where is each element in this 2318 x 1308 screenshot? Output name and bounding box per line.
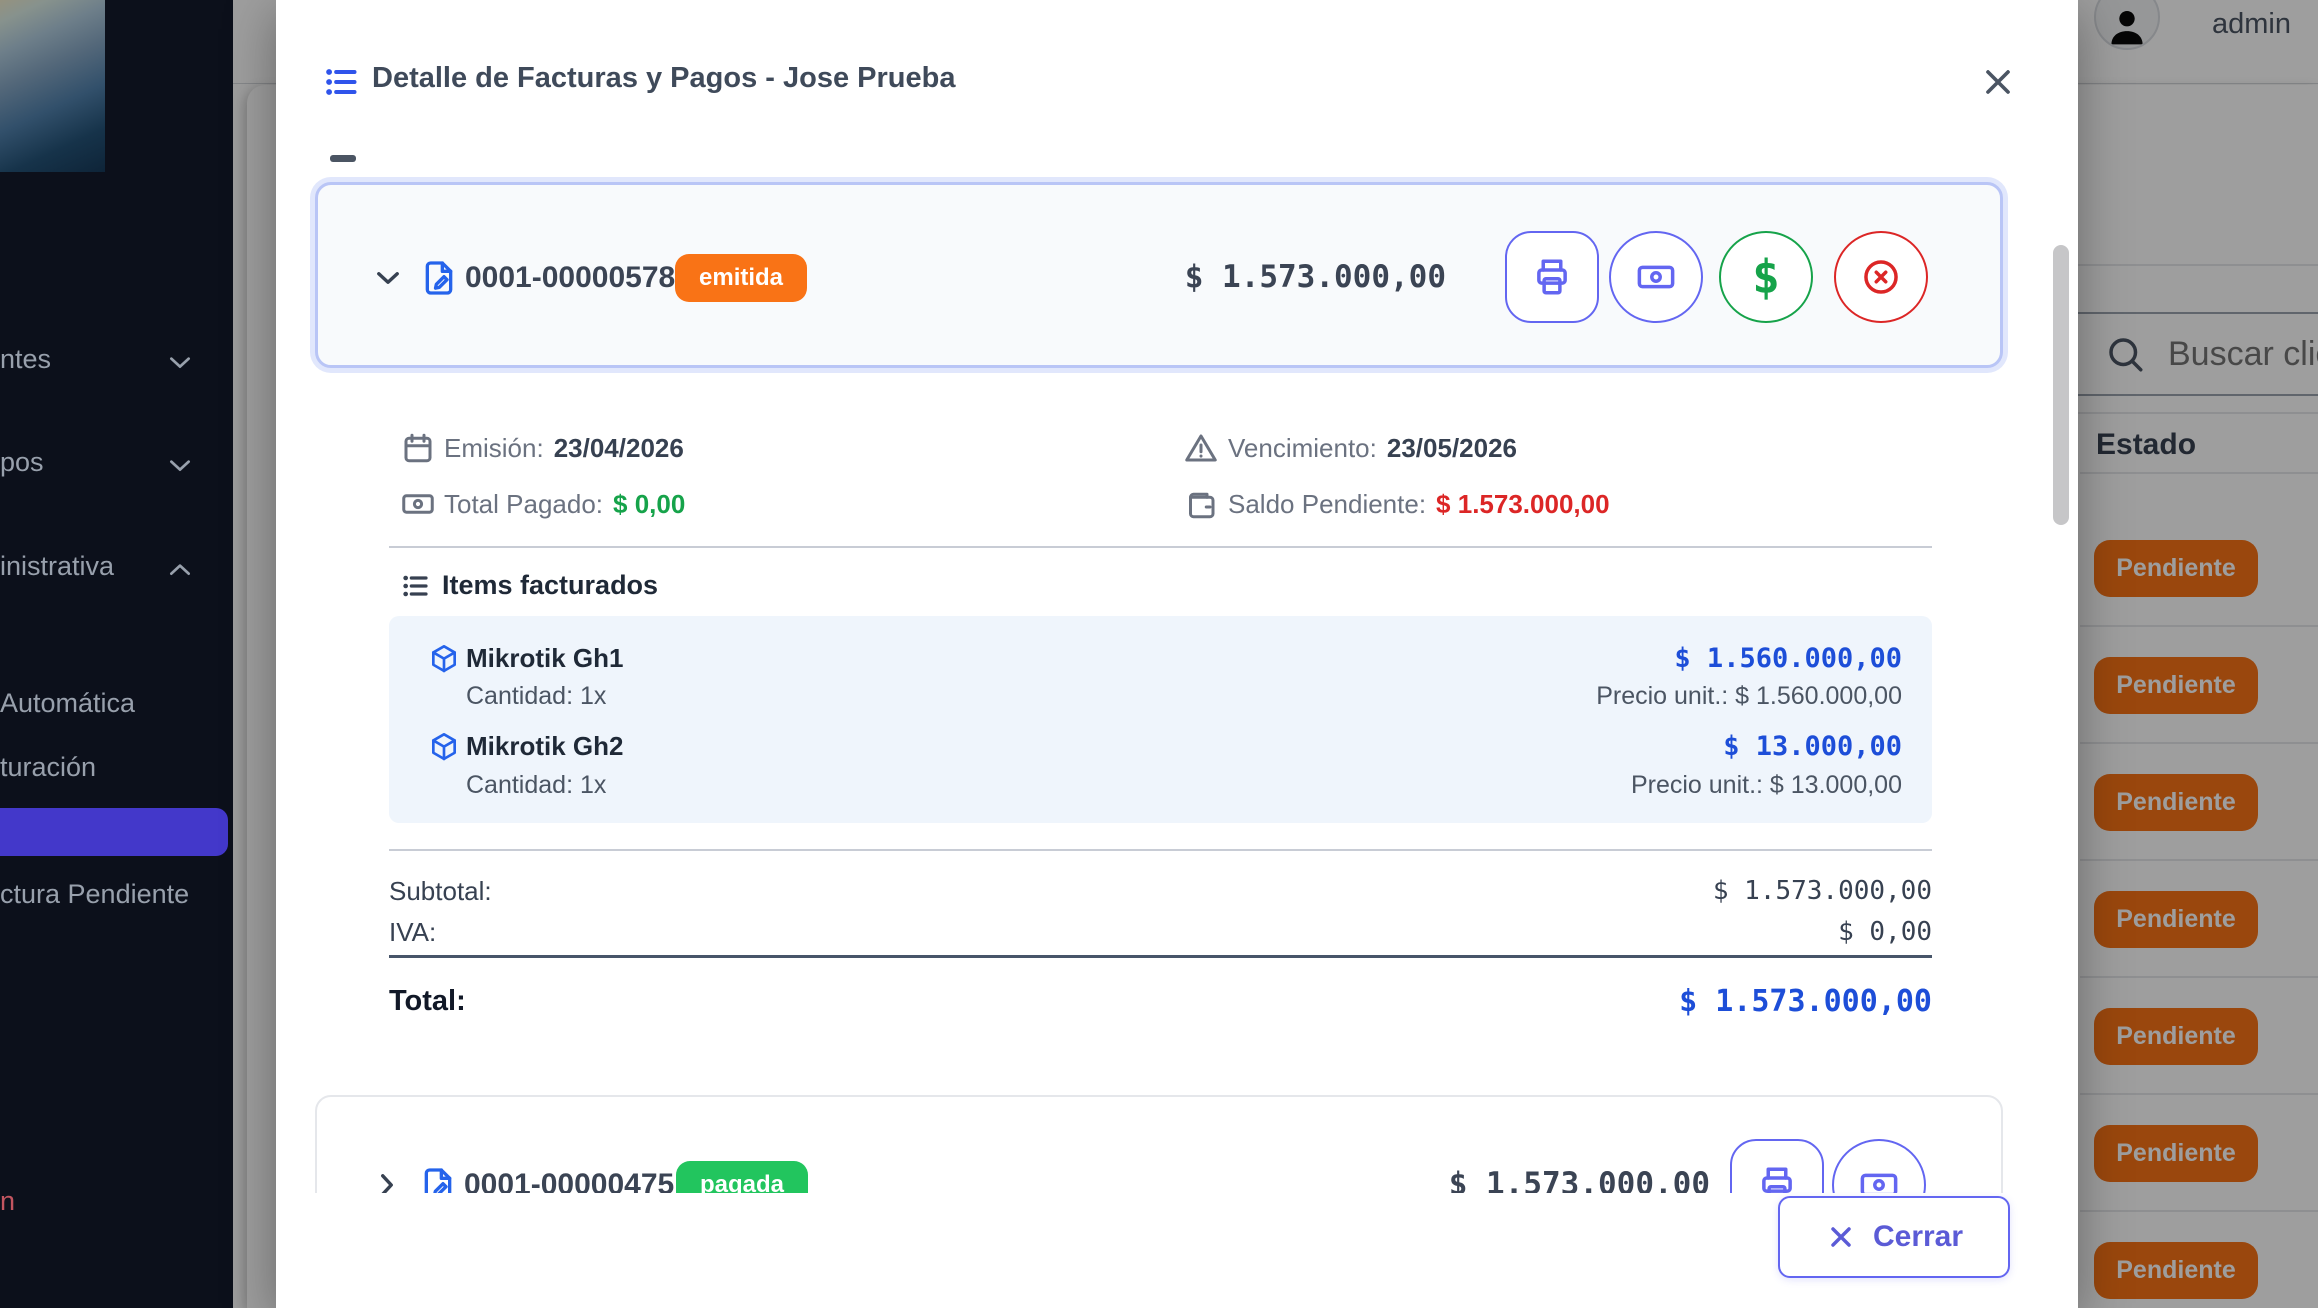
register-payment-button[interactable] [1609,231,1703,323]
warning-triangle-icon [1183,430,1219,466]
emission-label: Emisión: [444,433,544,463]
invoice-amount: $ 1.573.000,00 [1185,259,1446,295]
sidebar-item-facturacion[interactable]: turación [0,752,96,783]
chevron-down-icon [164,449,196,481]
invoice-detail-modal: Detalle de Facturas y Pagos - Jose Prueb… [276,0,2078,1308]
invoice-items-panel: Mikrotik Gh1 Cantidad: 1x $ 1.560.000,00… [389,616,1932,823]
cancel-invoice-button[interactable] [1834,231,1928,323]
pending-amount: $ 1.573.000,00 [1436,489,1610,519]
section-divider [389,849,1932,851]
dollar-icon: $ [1752,250,1780,304]
sidebar-item-administrativa[interactable]: inistrativa [0,551,114,582]
print-button[interactable] [1505,231,1599,323]
subtotal-label: Subtotal: [389,876,492,907]
chevron-down-icon [371,261,405,295]
emission-date: 23/04/2026 [554,433,684,463]
banknote-icon [1635,256,1677,298]
paid-amount: $ 0,00 [613,489,685,519]
chevron-up-icon [164,553,196,585]
invoice-header-0001-00000578[interactable]: 0001-00000578 emitida $ 1.573.000,00 $ [315,182,2003,368]
list-icon [400,570,432,602]
banknote-icon [400,486,436,522]
due-label: Vencimiento: [1228,433,1377,463]
item-amount: $ 1.560.000,00 [1674,643,1902,674]
modal-title: Detalle de Facturas y Pagos - Jose Prueb… [372,62,955,95]
calendar-icon [400,430,436,466]
emission-row: Emisión: 23/04/2026 [444,433,684,464]
item-quantity: Cantidad: 1x [466,682,606,711]
iva-label: IVA: [389,917,436,948]
due-row: Vencimiento: 23/05/2026 [1228,433,1517,464]
pending-row: Saldo Pendiente: $ 1.573.000,00 [1228,489,1610,520]
section-divider [389,546,1932,548]
sidebar-logo-image [0,0,105,172]
cube-icon [428,731,460,763]
subtotal-value: $ 1.573.000,00 [1713,876,1932,906]
list-icon [322,62,362,102]
circle-x-icon [1860,256,1902,298]
pending-label: Saldo Pendiente: [1228,489,1426,519]
item-amount: $ 13.000,00 [1723,731,1902,762]
cube-icon [428,643,460,675]
item-quantity: Cantidad: 1x [466,771,606,800]
sidebar-logout-link[interactable]: n [0,1186,15,1217]
cerrar-button-label: Cerrar [1873,1220,1963,1254]
sidebar-item-automatica[interactable]: Automática [0,688,135,719]
printer-icon [1531,256,1573,298]
total-label: Total: [389,985,466,1018]
file-edit-icon [419,258,459,298]
screen: admin Estado Pendiente Pendiente Pendien… [0,0,2318,1308]
invoice-status-badge: emitida [675,254,807,302]
cerrar-button[interactable]: Cerrar [1778,1196,2010,1278]
modal-close-button[interactable] [1976,60,2020,104]
due-date: 23/05/2026 [1387,433,1517,463]
close-icon [1978,62,2018,102]
modal-scrollbar[interactable] [2053,245,2069,525]
invoice-number: 0001-00000578 [465,261,675,295]
paid-row: Total Pagado: $ 0,00 [444,489,685,520]
close-icon [1825,1221,1857,1253]
paid-label: Total Pagado: [444,489,603,519]
item-unit-price: Precio unit.: $ 13.000,00 [1631,771,1902,800]
sidebar-item-clientes[interactable]: ntes [0,344,51,375]
sidebar: ntes pos inistrativa Automática turación… [0,0,233,1308]
wallet-icon [1183,486,1219,522]
charge-button[interactable]: $ [1719,231,1813,323]
sidebar-item-factura-pendiente[interactable]: ctura Pendiente [0,879,189,910]
items-section-header: Items facturados [442,570,658,601]
item-name: Mikrotik Gh2 [466,731,623,762]
total-value: $ 1.573.000,00 [1679,984,1932,1019]
chevron-down-icon [164,346,196,378]
item-unit-price: Precio unit.: $ 1.560.000,00 [1596,682,1902,711]
sidebar-item-equipos[interactable]: pos [0,447,44,478]
item-name: Mikrotik Gh1 [466,643,623,674]
total-divider [389,955,1932,958]
sidebar-active-item[interactable] [0,808,228,856]
clipped-scroll-content [330,155,356,162]
iva-value: $ 0,00 [1838,917,1932,947]
